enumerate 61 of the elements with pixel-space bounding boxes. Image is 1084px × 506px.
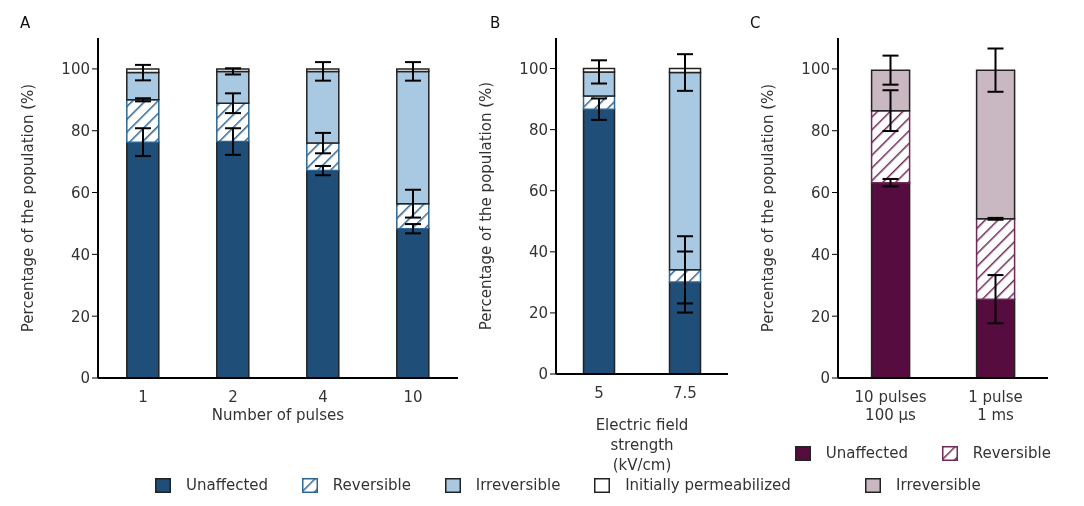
- legend-label: Reversible: [972, 444, 1051, 462]
- bar: [216, 140, 250, 378]
- bar: [582, 71, 616, 97]
- bar: [668, 281, 702, 374]
- y-tick-label: 100: [519, 59, 548, 78]
- bar: [396, 227, 430, 378]
- bar: [396, 70, 430, 205]
- y-tick-label: 60: [810, 183, 830, 202]
- chart-title: A: [20, 14, 31, 32]
- bar: [216, 70, 250, 104]
- x-tick-label: 7.5: [673, 384, 697, 402]
- bar: [975, 298, 1016, 378]
- y-tick-label: 0: [538, 365, 548, 384]
- y-tick-label: 80: [810, 122, 830, 141]
- x-axis-title: Electric field strength (kV/cm): [595, 416, 689, 474]
- bar: [870, 109, 911, 184]
- bar: [870, 69, 911, 112]
- x-axis-title: Number of pulses: [211, 406, 345, 424]
- bar: [975, 218, 1016, 300]
- y-axis-title: Percentage of the population (%): [759, 83, 778, 333]
- legend-label: Irreversible: [896, 476, 981, 494]
- y-tick-label: 40: [70, 245, 90, 264]
- x-tick-label: 2: [228, 388, 238, 406]
- bar: [126, 99, 160, 143]
- bar: [306, 169, 340, 378]
- bar: [126, 141, 160, 378]
- x-tick-label: 5: [594, 384, 604, 402]
- y-tick-label: 40: [810, 245, 830, 264]
- y-tick-label: 0: [80, 369, 90, 388]
- legend-label: Unaffected: [825, 444, 908, 462]
- bar: [870, 181, 911, 378]
- y-tick-label: 60: [528, 182, 548, 201]
- y-tick-label: 20: [528, 304, 548, 323]
- y-tick-label: 40: [528, 243, 548, 262]
- y-tick-label: 80: [528, 120, 548, 139]
- x-tick-label: 1 pulse 1 ms: [968, 388, 1023, 424]
- legend-label: Unaffected: [185, 476, 269, 494]
- y-tick-label: 100: [801, 60, 830, 79]
- y-tick-label: 60: [70, 183, 90, 202]
- x-tick-label: 10 pulses 100 µs: [854, 388, 927, 424]
- y-tick-label: 100: [61, 60, 90, 79]
- legend-label: Initially permeabilized: [625, 476, 791, 494]
- y-tick-label: 0: [820, 369, 830, 388]
- y-tick-label: 20: [70, 307, 90, 326]
- legend-label: Irreversible: [475, 476, 561, 494]
- y-tick-label: 80: [70, 122, 90, 141]
- bar: [126, 71, 160, 101]
- legend-label: Reversible: [332, 476, 412, 494]
- y-axis-title: Percentage of the population (%): [477, 81, 496, 331]
- x-tick-label: 4: [318, 388, 328, 406]
- y-tick-label: 20: [810, 307, 830, 326]
- y-axis-title: Percentage of the population (%): [19, 83, 38, 333]
- chart-title: C: [750, 14, 761, 32]
- bar: [216, 102, 250, 143]
- x-tick-label: 1: [138, 388, 148, 406]
- bar: [306, 70, 340, 144]
- bar: [668, 71, 702, 271]
- chart-title: B: [490, 14, 501, 32]
- bar: [582, 108, 616, 374]
- x-tick-label: 10: [403, 388, 423, 406]
- bar: [975, 69, 1016, 220]
